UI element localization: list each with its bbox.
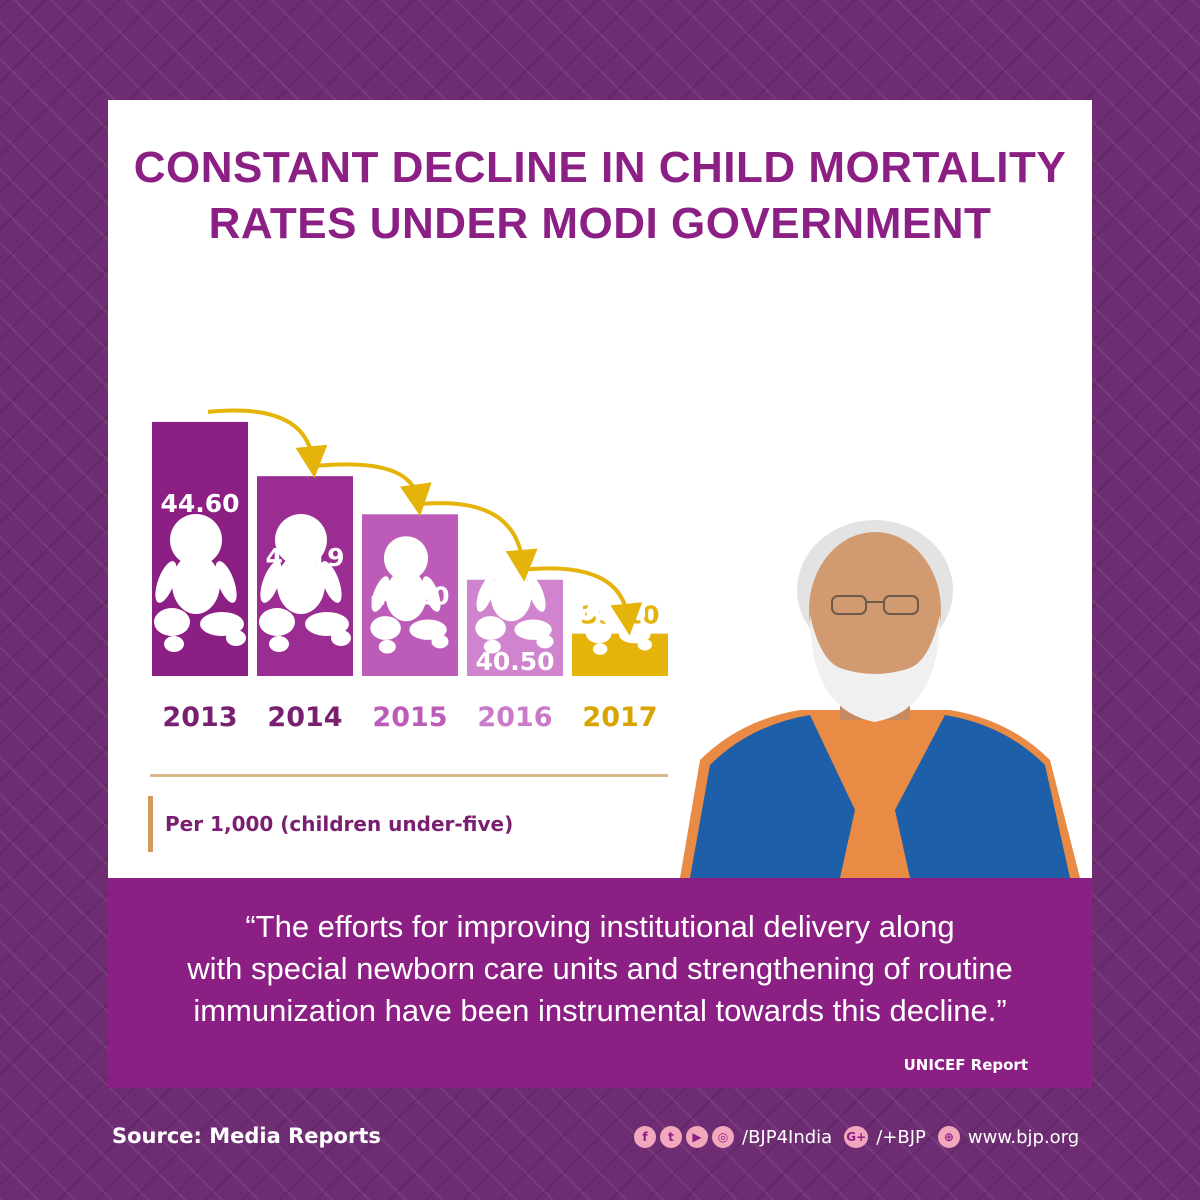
portrait-vest-left (690, 715, 855, 878)
value-label-2013: 44.60 (160, 489, 239, 518)
portrait-glasses-left (831, 595, 867, 615)
bar-2017 (572, 633, 668, 676)
social-links: f t ▶ ◎ /BJP4India G+ /+BJP ⊕ www.bjp.or… (634, 1122, 1087, 1152)
website-link[interactable]: www.bjp.org (967, 1126, 1080, 1148)
globe-icon: ⊕ (937, 1126, 960, 1148)
year-label-2016: 2016 (477, 702, 552, 733)
title-line-1: CONSTANT DECLINE IN CHILD MORTALITY (133, 143, 1067, 192)
trend-arrow (207, 408, 328, 479)
portrait-glasses-right (883, 595, 919, 615)
quote-text: “The efforts for improving institutional… (108, 906, 1092, 1032)
trend-arrow (312, 462, 432, 517)
portrait-beard (810, 615, 940, 722)
year-label-2013: 2013 (162, 702, 237, 733)
quote-line-1: “The efforts for improving institutional… (245, 909, 955, 944)
quote-band: “The efforts for improving institutional… (108, 878, 1092, 1088)
title-line-2: RATES UNDER MODI GOVERNMENT (208, 199, 992, 248)
source-label: Source: Media Reports (112, 1124, 381, 1148)
year-label-2017: 2017 (582, 702, 657, 733)
social-handle[interactable]: /BJP4India (742, 1126, 833, 1148)
page-title: CONSTANT DECLINE IN CHILD MORTALITY RATE… (108, 140, 1092, 252)
portrait-illustration (680, 520, 1080, 878)
quote-line-3: immunization have been instrumental towa… (193, 993, 1007, 1028)
trend-arrow (417, 501, 538, 582)
gplus-handle[interactable]: /+BJP (876, 1126, 926, 1148)
twitter-icon[interactable]: t (660, 1126, 682, 1148)
quote-line-2: with special newborn care units and stre… (187, 951, 1013, 986)
unit-note-text: Per 1,000 (children under-five) (165, 812, 514, 836)
chart-divider (150, 774, 668, 777)
portrait-vest-right (895, 715, 1070, 878)
facebook-icon[interactable]: f (634, 1126, 656, 1148)
gplus-icon[interactable]: G+ (844, 1126, 869, 1148)
quote-attribution: UNICEF Report (903, 1056, 1028, 1074)
unit-note: Per 1,000 (children under-five) (148, 796, 513, 852)
instagram-icon[interactable]: ◎ (712, 1126, 734, 1148)
trend-arrow (522, 566, 643, 636)
portrait-face (809, 532, 941, 688)
year-label-2014: 2014 (267, 702, 342, 733)
youtube-icon[interactable]: ▶ (686, 1126, 708, 1148)
year-label-2015: 2015 (372, 702, 447, 733)
